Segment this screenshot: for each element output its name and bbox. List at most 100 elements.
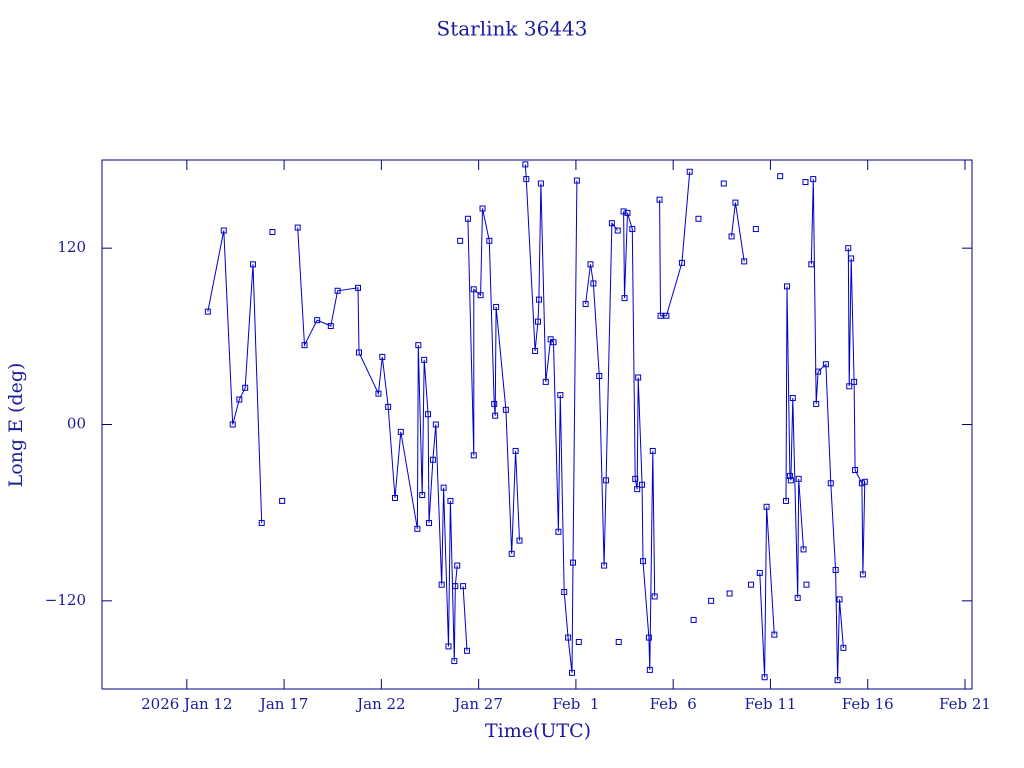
data-point [810, 176, 817, 183]
data-point [479, 205, 486, 212]
data-point [385, 403, 392, 410]
data-point [477, 292, 484, 299]
data-point [678, 259, 685, 266]
data-point [815, 368, 822, 375]
data-point [440, 484, 447, 491]
data-point [550, 339, 557, 346]
data-point [624, 209, 631, 216]
data-point [802, 179, 809, 186]
data-point [421, 356, 428, 363]
data-point [301, 342, 308, 349]
data-point [783, 283, 790, 290]
data-point [836, 596, 843, 603]
data-point [569, 669, 576, 676]
x-tick-label: Feb 11 [744, 695, 796, 713]
data-point [327, 323, 334, 330]
data-point [587, 261, 594, 268]
x-tick-label: Feb 21 [939, 695, 991, 713]
data-point [512, 447, 519, 454]
data-point [555, 528, 562, 535]
data-point [279, 497, 286, 504]
data-point [726, 590, 733, 597]
data-point [601, 562, 608, 569]
data-point [708, 597, 715, 604]
data-point [845, 245, 852, 252]
x-tick-label: Feb 1 [552, 695, 599, 713]
data-point [486, 237, 493, 244]
data-point [640, 558, 647, 565]
data-point [294, 224, 301, 231]
data-point [840, 644, 847, 651]
y-tick-label: −120 [45, 591, 86, 609]
data-point [756, 569, 763, 576]
data-point [522, 161, 529, 168]
data-point [375, 390, 382, 397]
data-point [204, 308, 211, 315]
data-point [732, 199, 739, 206]
data-point [242, 384, 249, 391]
x-tick-label: Jan 27 [452, 695, 502, 713]
data-point [848, 255, 855, 262]
data-point [800, 546, 807, 553]
data-point [822, 361, 829, 368]
data-point [645, 634, 652, 641]
data-point [590, 280, 597, 287]
data-point [269, 229, 276, 236]
data-point [795, 475, 802, 482]
data-point [852, 467, 859, 474]
data-point [596, 373, 603, 380]
data-point [561, 589, 568, 596]
data-point [575, 638, 582, 645]
data-point [452, 583, 459, 590]
data-point [379, 353, 386, 360]
data-point [220, 227, 227, 234]
data-point [686, 168, 693, 175]
data-point [425, 411, 432, 418]
data-point [569, 559, 576, 566]
data-point [614, 227, 621, 234]
data-point [859, 571, 866, 578]
data-point [470, 286, 477, 293]
data-point [432, 421, 439, 428]
data-point [832, 566, 839, 573]
data-point [355, 284, 362, 291]
data-point [777, 173, 784, 180]
data-point [629, 226, 636, 233]
data-point [649, 447, 656, 454]
chart-title: Starlink 36443 [437, 17, 588, 41]
data-point [656, 196, 663, 203]
data-point [808, 261, 815, 268]
data-point [493, 303, 500, 310]
data-point [615, 638, 622, 645]
data-point [582, 301, 589, 308]
data-point [752, 226, 759, 233]
data-point [391, 494, 398, 501]
data-point [663, 312, 670, 319]
data-point [741, 258, 748, 265]
data-point [447, 497, 454, 504]
data-point [834, 677, 841, 684]
y-tick-label: 120 [57, 238, 86, 256]
data-point [334, 287, 341, 294]
data-point [523, 176, 530, 183]
data-point [783, 497, 790, 504]
data-point [470, 452, 477, 459]
data-point [229, 421, 236, 428]
data-point [414, 525, 421, 532]
data-point [557, 392, 564, 399]
data-point [646, 666, 653, 673]
data-point [846, 383, 853, 390]
data-point [249, 261, 256, 268]
data-point [537, 180, 544, 187]
data-point [720, 180, 727, 187]
data-point [502, 406, 509, 413]
data-point [695, 215, 702, 222]
data-point [463, 647, 470, 654]
data-point [851, 378, 858, 385]
data-point [634, 486, 641, 493]
data-point [491, 400, 498, 407]
y-tick-label: 00 [67, 415, 86, 433]
data-point [651, 593, 658, 600]
data-point [763, 503, 770, 510]
data-point [445, 643, 452, 650]
